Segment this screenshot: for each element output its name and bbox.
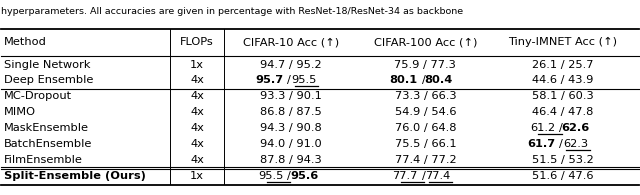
Text: 95.5: 95.5 (291, 75, 317, 85)
Text: 62.6: 62.6 (561, 123, 589, 133)
Text: 4x: 4x (190, 91, 204, 101)
Text: 75.9 / 77.3: 75.9 / 77.3 (394, 60, 456, 70)
Text: 61.7: 61.7 (527, 139, 555, 149)
Text: 4x: 4x (190, 123, 204, 133)
Text: FLOPs: FLOPs (180, 37, 214, 47)
Text: 46.4 / 47.8: 46.4 / 47.8 (532, 107, 593, 117)
Text: 61.2: 61.2 (530, 123, 555, 133)
Text: 94.3 / 90.8: 94.3 / 90.8 (260, 123, 322, 133)
Text: /: / (422, 171, 426, 181)
Text: FilmEnsemble: FilmEnsemble (4, 155, 83, 165)
Text: 26.1 / 25.7: 26.1 / 25.7 (532, 60, 593, 70)
Text: 73.3 / 66.3: 73.3 / 66.3 (394, 91, 456, 101)
Text: MaskEnsemble: MaskEnsemble (4, 123, 89, 133)
Text: 4x: 4x (190, 155, 204, 165)
Text: 44.6 / 43.9: 44.6 / 43.9 (532, 75, 593, 85)
Text: CIFAR-10 Acc (↑): CIFAR-10 Acc (↑) (243, 37, 339, 47)
Text: 94.7 / 95.2: 94.7 / 95.2 (260, 60, 322, 70)
Text: /: / (287, 171, 291, 181)
Text: Method: Method (4, 37, 47, 47)
Text: /: / (422, 75, 426, 85)
Text: 1x: 1x (190, 171, 204, 181)
Text: 95.6: 95.6 (290, 171, 318, 181)
Text: 54.9 / 54.6: 54.9 / 54.6 (395, 107, 456, 117)
Text: 95.5: 95.5 (258, 171, 284, 181)
Text: CIFAR-100 Acc (↑): CIFAR-100 Acc (↑) (374, 37, 477, 47)
Text: 4x: 4x (190, 107, 204, 117)
Text: /: / (559, 123, 563, 133)
Text: 51.6 / 47.6: 51.6 / 47.6 (532, 171, 593, 181)
Text: 87.8 / 94.3: 87.8 / 94.3 (260, 155, 322, 165)
Text: 75.5 / 66.1: 75.5 / 66.1 (394, 139, 456, 149)
Text: 77.4: 77.4 (426, 171, 451, 181)
Text: hyperparameters. All accuracies are given in percentage with ResNet-18/ResNet-34: hyperparameters. All accuracies are give… (1, 6, 463, 16)
Text: 94.0 / 91.0: 94.0 / 91.0 (260, 139, 322, 149)
Text: Deep Ensemble: Deep Ensemble (4, 75, 93, 85)
Text: 80.4: 80.4 (424, 75, 452, 85)
Text: 4x: 4x (190, 75, 204, 85)
Text: 4x: 4x (190, 139, 204, 149)
Text: /: / (559, 139, 563, 149)
Text: /: / (287, 75, 291, 85)
Text: 1x: 1x (190, 60, 204, 70)
Text: Tiny-IMNET Acc (↑): Tiny-IMNET Acc (↑) (508, 37, 617, 47)
Text: 80.1: 80.1 (390, 75, 418, 85)
Text: 62.3: 62.3 (563, 139, 588, 149)
Text: 93.3 / 90.1: 93.3 / 90.1 (260, 91, 322, 101)
Text: 77.4 / 77.2: 77.4 / 77.2 (394, 155, 456, 165)
Text: Split-Ensemble (Ours): Split-Ensemble (Ours) (4, 171, 146, 181)
Text: 51.5 / 53.2: 51.5 / 53.2 (532, 155, 593, 165)
Text: 77.7: 77.7 (392, 171, 418, 181)
Text: 86.8 / 87.5: 86.8 / 87.5 (260, 107, 322, 117)
Text: 76.0 / 64.8: 76.0 / 64.8 (395, 123, 456, 133)
Text: MC-Dropout: MC-Dropout (4, 91, 72, 101)
Text: Single Network: Single Network (4, 60, 90, 70)
Text: MIMO: MIMO (4, 107, 36, 117)
Text: 58.1 / 60.3: 58.1 / 60.3 (532, 91, 593, 101)
Text: BatchEnsemble: BatchEnsemble (4, 139, 92, 149)
Text: 95.7: 95.7 (255, 75, 284, 85)
